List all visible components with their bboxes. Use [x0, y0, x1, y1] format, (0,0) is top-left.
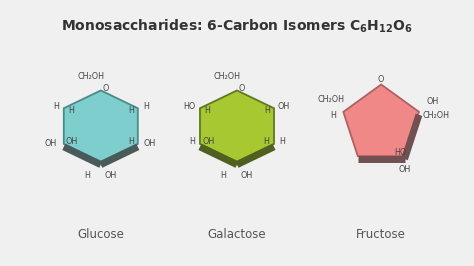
Polygon shape	[64, 90, 138, 162]
Polygon shape	[343, 85, 419, 156]
Text: OH: OH	[144, 139, 156, 148]
Text: CH₂OH: CH₂OH	[318, 95, 345, 105]
Text: H: H	[128, 106, 134, 115]
Text: H: H	[279, 138, 285, 146]
Text: OH: OH	[45, 139, 57, 148]
Text: O: O	[378, 75, 384, 84]
Text: OH: OH	[203, 138, 215, 146]
Text: HO: HO	[183, 102, 195, 111]
Text: OH: OH	[65, 138, 78, 146]
Text: HO: HO	[394, 148, 407, 157]
Text: H: H	[189, 138, 195, 146]
Text: H: H	[263, 138, 269, 146]
Text: Fructose: Fructose	[356, 228, 406, 242]
Text: OH: OH	[241, 171, 253, 180]
Text: OH: OH	[278, 102, 290, 111]
Text: Glucose: Glucose	[77, 228, 124, 242]
Polygon shape	[200, 90, 274, 162]
Text: CH₂OH: CH₂OH	[77, 72, 104, 81]
Text: H: H	[68, 106, 73, 115]
Text: H: H	[330, 111, 337, 120]
Text: H: H	[128, 138, 134, 146]
Text: Monosaccharides: 6-Carbon Isomers $\mathregular{C_6H_{12}O_6}$: Monosaccharides: 6-Carbon Isomers $\math…	[61, 17, 413, 35]
Text: O: O	[102, 84, 109, 93]
Text: O: O	[239, 84, 245, 93]
Text: H: H	[220, 171, 226, 180]
Text: H: H	[53, 102, 59, 111]
Text: CH₂OH: CH₂OH	[214, 72, 241, 81]
Text: OH: OH	[427, 97, 439, 106]
Text: Galactose: Galactose	[208, 228, 266, 242]
Text: H: H	[143, 102, 149, 111]
Text: OH: OH	[105, 171, 117, 180]
Text: OH: OH	[399, 165, 410, 174]
Text: CH₂OH: CH₂OH	[422, 111, 449, 120]
Text: H: H	[264, 106, 270, 115]
Text: H: H	[204, 106, 210, 115]
Text: H: H	[84, 171, 90, 180]
